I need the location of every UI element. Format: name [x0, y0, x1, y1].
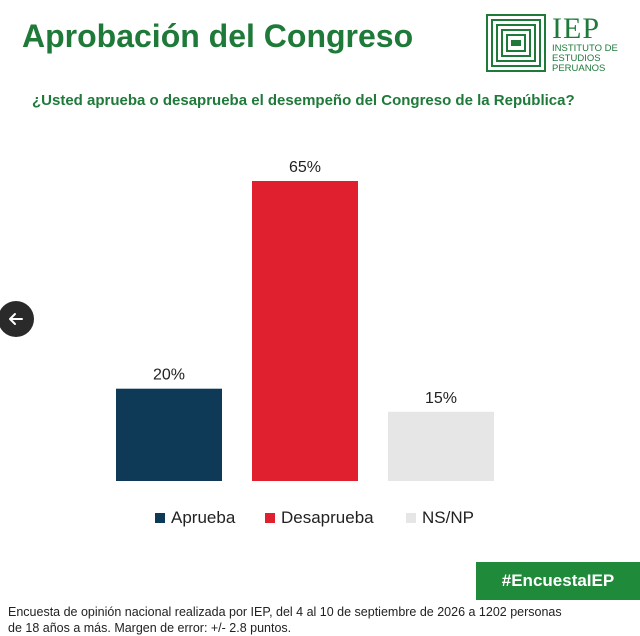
- logo-line3: PERUANOS: [552, 63, 606, 74]
- logo-line2: ESTUDIOS: [552, 53, 601, 64]
- data-label-aprueba: 20%: [153, 367, 185, 384]
- legend-swatch-aprueba: [155, 513, 165, 523]
- survey-question: ¿Usted aprueba o desaprueba el desempeño…: [32, 92, 575, 109]
- footnote-line1: Encuesta de opinión nacional realizada p…: [8, 605, 562, 619]
- survey-footnote: Encuesta de opinión nacional realizada p…: [8, 604, 633, 636]
- bar-nsnp: [388, 411, 494, 481]
- hashtag-banner: #EncuestaIEP: [476, 562, 640, 600]
- data-label-nsnp: 15%: [425, 390, 457, 407]
- logo-line1: INSTITUTO DE: [552, 43, 618, 54]
- chart-legend: Aprueba Desaprueba NS/NP: [0, 508, 640, 528]
- arrow-left-icon: [9, 313, 23, 325]
- previous-button[interactable]: [0, 301, 34, 337]
- iep-logo: IEP INSTITUTO DE ESTUDIOS PERUANOS: [486, 14, 626, 76]
- legend-item-aprueba: Aprueba: [155, 508, 235, 528]
- legend-swatch-desaprueba: [265, 513, 275, 523]
- bar-chart: 20% 65% 15%: [116, 159, 494, 481]
- data-label-desaprueba: 65%: [289, 159, 321, 176]
- iep-logo-mark: [486, 14, 546, 72]
- legend-label-desaprueba: Desaprueba: [281, 508, 374, 527]
- legend-label-nsnp: NS/NP: [422, 508, 474, 527]
- legend-item-desaprueba: Desaprueba: [265, 508, 374, 528]
- bar-aprueba: [116, 388, 222, 481]
- legend-label-aprueba: Aprueba: [171, 508, 236, 527]
- legend-item-nsnp: NS/NP: [406, 508, 474, 528]
- logo-acronym: IEP: [552, 12, 600, 45]
- chart-title: Aprobación del Congreso: [22, 18, 414, 54]
- legend-swatch-nsnp: [406, 513, 416, 523]
- footnote-line2: de 18 años a más. Margen de error: +/- 2…: [8, 621, 292, 635]
- iep-logo-text: IEP INSTITUTO DE ESTUDIOS PERUANOS: [552, 14, 618, 74]
- bar-desaprueba: [252, 181, 358, 481]
